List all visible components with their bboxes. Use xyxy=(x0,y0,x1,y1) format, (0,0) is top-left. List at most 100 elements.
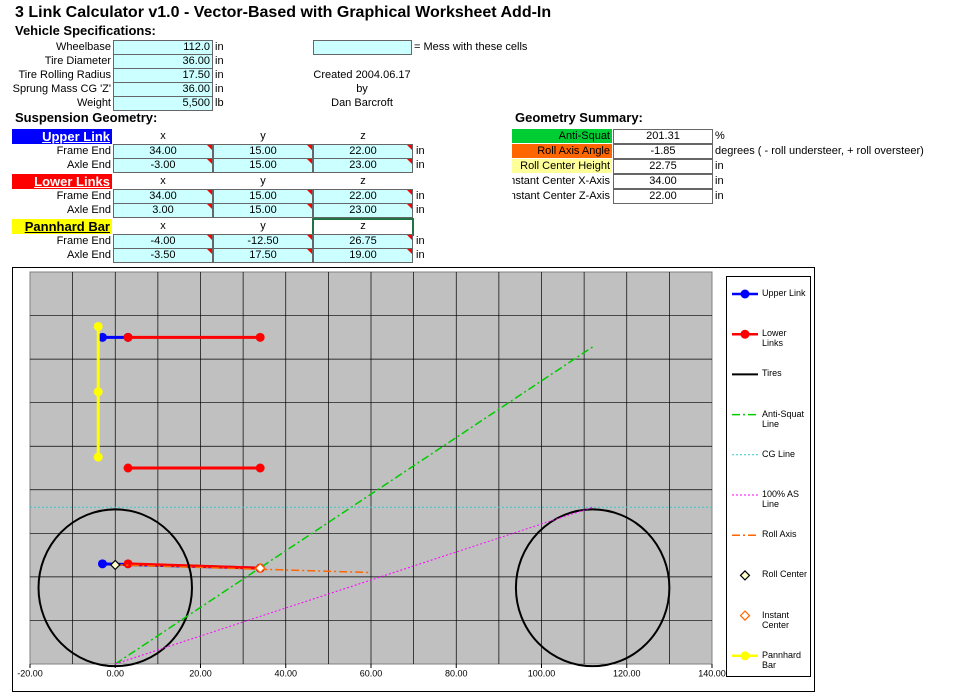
comment-flag xyxy=(307,159,312,164)
summary-value: 22.00 xyxy=(613,189,713,204)
summary-value: 34.00 xyxy=(613,174,713,189)
title: 3 Link Calculator v1.0 - Vector-Based wi… xyxy=(15,4,552,21)
spec-label: Sprung Mass CG 'Z' xyxy=(12,83,111,95)
input-cell: 19.00 xyxy=(313,248,413,263)
axis-label: y xyxy=(260,175,266,187)
summary-label-text: Instant Center Z-Axis xyxy=(512,190,610,202)
input-cell: 34.00 xyxy=(113,144,213,159)
input-cell: 23.00 xyxy=(313,158,413,173)
comment-flag xyxy=(407,249,412,254)
point xyxy=(254,562,266,574)
summary-unit: % xyxy=(715,130,725,142)
group-header: Upper Link xyxy=(12,129,112,144)
unit: in xyxy=(416,145,425,157)
comment-flag xyxy=(207,204,212,209)
x-tick-label: -20.00 xyxy=(17,668,43,678)
comment-flag xyxy=(307,235,312,240)
row-label: Axle End xyxy=(66,159,111,171)
legend-box xyxy=(726,276,811,677)
group-header: Pannhard Bar xyxy=(12,219,112,234)
input-cell: 5,500 xyxy=(113,96,213,111)
x-tick-label: 60.00 xyxy=(360,668,383,678)
row-label: Axle End xyxy=(66,204,111,216)
group-header: Lower Links xyxy=(12,174,112,189)
input-cell: 17.50 xyxy=(113,68,213,83)
unit: in xyxy=(416,204,425,216)
legend-label: Upper Link xyxy=(762,288,806,298)
point xyxy=(93,452,103,462)
axis-label: x xyxy=(160,220,166,232)
legend-marker xyxy=(739,570,751,581)
spec-label: Tire Rolling Radius xyxy=(18,69,111,81)
section-heading: Suspension Geometry: xyxy=(15,110,158,125)
input-cell: 34.00 xyxy=(113,189,213,204)
summary-label: Roll Axis Angle xyxy=(512,144,612,158)
point xyxy=(97,559,107,569)
axis-label: y xyxy=(260,220,266,232)
row-label: Frame End xyxy=(56,235,111,247)
input-cell: -12.50 xyxy=(213,234,313,249)
x-tick-label: 80.00 xyxy=(445,668,468,678)
note: = Mess with these cells xyxy=(414,41,528,53)
x-tick-label: 120.00 xyxy=(613,668,641,678)
comment-flag xyxy=(407,145,412,150)
credit: Dan Barcroft xyxy=(331,97,393,109)
axis-label: x xyxy=(160,130,166,142)
unit: lb xyxy=(215,97,224,109)
x-tick-label: 100.00 xyxy=(528,668,556,678)
axis-label: z xyxy=(360,220,366,232)
point xyxy=(123,559,133,569)
unit: in xyxy=(416,190,425,202)
series-line xyxy=(115,564,372,574)
comment-flag xyxy=(207,145,212,150)
comment-flag xyxy=(307,190,312,195)
input-cell: 15.00 xyxy=(213,158,313,173)
comment-flag xyxy=(307,204,312,209)
summary-label: Instant Center Z-Axis xyxy=(512,189,612,203)
legend-label: Pannhard Bar xyxy=(762,649,802,670)
row-label: Frame End xyxy=(56,145,111,157)
credit: Created 2004.06.17 xyxy=(313,69,411,81)
axis-label: y xyxy=(260,130,266,142)
comment-flag xyxy=(207,190,212,195)
summary-label-text: Instant Center X-Axis xyxy=(512,175,610,187)
legend-label: 100% AS Line xyxy=(762,489,800,509)
point xyxy=(93,387,103,397)
legend-label: Roll Center xyxy=(762,569,808,580)
comment-flag xyxy=(207,235,212,240)
unit: in xyxy=(215,83,224,95)
input-cell: -4.00 xyxy=(113,234,213,249)
credit: by xyxy=(356,83,368,95)
comment-flag xyxy=(407,204,412,209)
summary-unit: in xyxy=(715,160,724,172)
comment-flag xyxy=(407,159,412,164)
section-heading: Vehicle Specifications: xyxy=(15,23,156,38)
summary-value: 22.75 xyxy=(613,159,713,174)
comment-flag xyxy=(307,145,312,150)
point xyxy=(123,332,133,342)
comment-flag xyxy=(207,159,212,164)
point xyxy=(93,321,103,331)
legend-marker xyxy=(740,651,750,661)
x-tick-label: 0.00 xyxy=(106,668,124,678)
summary-unit: in xyxy=(715,175,724,187)
input-cell: 17.50 xyxy=(213,248,313,263)
input-cell: 15.00 xyxy=(213,203,313,218)
x-tick-label: 40.00 xyxy=(274,668,297,678)
axis-label: z xyxy=(360,130,366,142)
comment-flag xyxy=(307,249,312,254)
legend-label: Lower Links xyxy=(762,328,787,349)
point xyxy=(97,332,107,342)
legend-label: Roll Axis xyxy=(762,529,797,540)
input-cell: -3.50 xyxy=(113,248,213,263)
summary-unit: in xyxy=(715,190,724,202)
summary-label-text: Roll Center Height xyxy=(520,160,610,172)
legend-label: Tires xyxy=(762,368,782,379)
summary-value: 201.31 xyxy=(613,129,713,144)
point xyxy=(123,463,133,473)
point xyxy=(109,559,121,571)
row-label: Axle End xyxy=(66,249,111,261)
summary-label-text: Anti-Squat xyxy=(558,130,610,142)
series-line xyxy=(127,562,261,570)
summary-label: Roll Center Height xyxy=(512,159,612,173)
